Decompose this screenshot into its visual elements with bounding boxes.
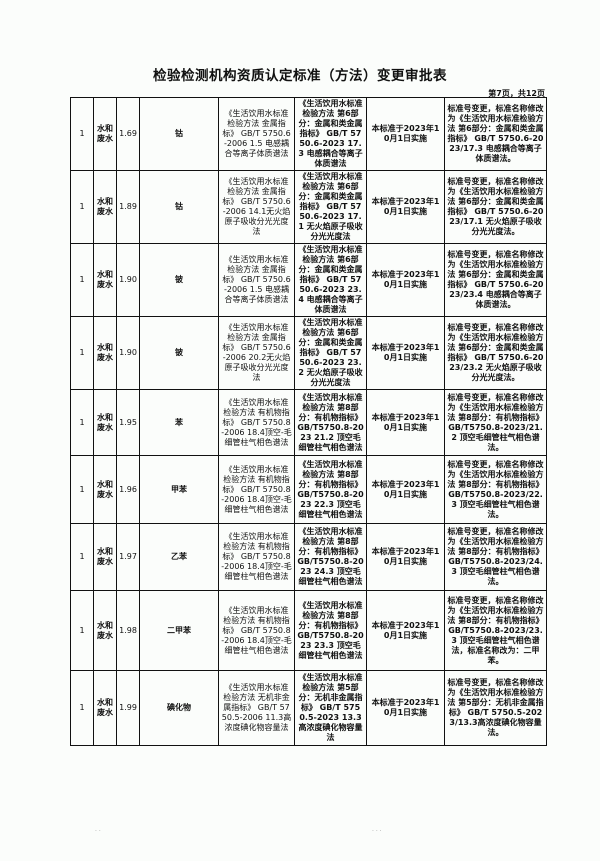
number-cell: 1.90 [116, 243, 140, 317]
category-cell: 水和废水 [93, 316, 117, 390]
footer-mark: · · [95, 828, 101, 835]
table-row: 1 水和废水 1.98 二甲苯 《生活饮用水标准检验方法 有机物指标》 GB/T 575… [70, 590, 547, 671]
seq-cell: 1 [70, 243, 94, 317]
item-cell: 甲苯 [139, 455, 219, 524]
item-cell: 钴 [139, 170, 219, 244]
item-cell: 铍 [139, 243, 219, 317]
new-standard-cell: 《生活饮用水标准检验方法 第6部分：金属和类金属指标》 GB/T 5750.6-… [294, 316, 367, 390]
seq-cell: 1 [70, 97, 94, 171]
new-standard-cell: 《生活饮用水标准检验方法 第6部分：金属和类金属指标》 GB/T 5750.6-… [294, 170, 367, 244]
number-cell: 1.96 [116, 455, 140, 524]
table-row: 1 水和废水 1.90 铍《生活饮用水标准检验方法 金属指标》 GB/T 5750.6… [70, 243, 547, 317]
seq-cell: 1 [70, 670, 94, 746]
category-cell: 水和废水 [93, 170, 117, 244]
implementation-cell: 本标准于2023年10月1日实施 [366, 170, 445, 244]
table-row: 1 水和废水 1.69 钴《生活饮用水标准检验方法 金属指标》 GB/T 5750.6… [70, 97, 547, 171]
number-cell: 1.99 [116, 670, 140, 746]
remark-cell: 标准号变更，标准名称修改为《生活饮用水标准检验方法 第6部分：金属和类金属指标》… [444, 170, 547, 244]
category-cell: 水和废水 [93, 97, 117, 171]
remark-cell: 标准号变更，标准名称修改为《生活饮用水标准检验方法 第5部分：无机非金属指标》 … [444, 670, 547, 746]
new-standard-cell: 《生活饮用水标准检验方法 第8部分：有机物指标》 GB/T5750.8-2023… [294, 389, 367, 456]
remark-cell: 标准号变更，标准名称修改为《生活饮用水标准检验方法 第8部分：有机物指标》 GB… [444, 590, 547, 671]
item-cell: 碘化物 [139, 670, 219, 746]
footer-mark: · · · [372, 828, 382, 835]
table-row: 1 水和废水 1.96 甲苯 《生活饮用水标准检验方法 有机物指标》 GB/T 5750… [70, 455, 547, 524]
remark-cell: 标准号变更，标准名称修改为《生活饮用水标准检验方法 第8部分：有机物指标》 GB… [444, 389, 547, 456]
item-cell: 铍 [139, 316, 219, 390]
implementation-cell: 本标准于2023年10月1日实施 [366, 316, 445, 390]
remark-cell: 标准号变更，标准名称修改为《生活饮用水标准检验方法 第8部分：有机物指标》 GB… [444, 455, 547, 524]
category-cell: 水和废水 [93, 455, 117, 524]
seq-cell: 1 [70, 455, 94, 524]
implementation-cell: 本标准于2023年10月1日实施 [366, 455, 445, 524]
page-indicator: 第7页，共12页 [488, 89, 545, 98]
new-standard-cell: 《生活饮用水标准检验方法 第8部分：有机物指标》 GB/T5750.8-2023… [294, 590, 367, 671]
old-standard-cell: 《生活饮用水标准检验方法 有机物指标》 GB/T 5750.8-2006 18.… [218, 455, 295, 524]
number-cell: 1.95 [116, 389, 140, 456]
item-cell: 二甲苯 [139, 590, 219, 671]
item-cell: 钴 [139, 97, 219, 171]
number-cell: 1.90 [116, 316, 140, 390]
number-cell: 1.97 [116, 523, 140, 591]
implementation-cell: 本标准于2023年10月1日实施 [366, 590, 445, 671]
table-row: 1 水和废水 1.97 乙苯 《生活饮用水标准检验方法 有机物指标》 GB/T 5750… [70, 523, 547, 591]
old-standard-cell: 《生活饮用水标准检验方法 金属指标》 GB/T 5750.6-2006 1.5 … [218, 97, 295, 171]
new-standard-cell: 《生活饮用水标准检验方法 第5部分：无机非金属指标》 GB/T 5750.5-2… [294, 670, 367, 746]
item-cell: 乙苯 [139, 523, 219, 591]
remark-cell: 标准号变更，标准名称修改为《生活饮用水标准检验方法 第6部分：金属和类金属指标》… [444, 97, 547, 171]
category-cell: 水和废水 [93, 590, 117, 671]
old-standard-cell: 《生活饮用水标准检验方法 有机物指标》 GB/T 5750.8-2006 18.… [218, 523, 295, 591]
new-standard-cell: 《生活饮用水标准检验方法 第6部分：金属和类金属指标》 GB/T 5750.6-… [294, 243, 367, 317]
seq-cell: 1 [70, 590, 94, 671]
table-row: 1 水和废水 1.95 苯《生活饮用水标准检验方法 有机物指标》 GB/T 5750.… [70, 389, 547, 456]
table-row: 1 水和废水 1.99 碘化物 《生活饮用水标准检验方法 无机非金属指标》 GB/T 5… [70, 670, 547, 746]
number-cell: 1.98 [116, 590, 140, 671]
new-standard-cell: 《生活饮用水标准检验方法 第8部分：有机物指标》 GB/T5750.8-2023… [294, 455, 367, 524]
remark-cell: 标准号变更，标准名称修改为《生活饮用水标准检验方法 第6部分：金属和类金属指标》… [444, 316, 547, 390]
number-cell: 1.69 [116, 97, 140, 171]
seq-cell: 1 [70, 523, 94, 591]
implementation-cell: 本标准于2023年10月1日实施 [366, 523, 445, 591]
table-row: 1 水和废水 1.90 铍《生活饮用水标准检验方法 金属指标》 GB/T 5750.6… [70, 316, 547, 390]
approval-table: 1 水和废水 1.69 钴《生活饮用水标准检验方法 金属指标》 GB/T 5750.6… [70, 97, 547, 746]
old-standard-cell: 《生活饮用水标准检验方法 金属指标》 GB/T 5750.6-2006 20.2… [218, 316, 295, 390]
new-standard-cell: 《生活饮用水标准检验方法 第8部分：有机物指标》 GB/T5750.8-2023… [294, 523, 367, 591]
implementation-cell: 本标准于2023年10月1日实施 [366, 670, 445, 746]
old-standard-cell: 《生活饮用水标准检验方法 无机非金属指标》 GB/T 5750.5-2006 1… [218, 670, 295, 746]
number-cell: 1.89 [116, 170, 140, 244]
implementation-cell: 本标准于2023年10月1日实施 [366, 389, 445, 456]
seq-cell: 1 [70, 170, 94, 244]
seq-cell: 1 [70, 316, 94, 390]
category-cell: 水和废水 [93, 670, 117, 746]
category-cell: 水和废水 [93, 389, 117, 456]
old-standard-cell: 《生活饮用水标准检验方法 有机物指标》 GB/T 5750.8-2006 18.… [218, 590, 295, 671]
table-row: 1 水和废水 1.89 钴《生活饮用水标准检验方法 金属指标》 GB/T 5750.6… [70, 170, 547, 244]
implementation-cell: 本标准于2023年10月1日实施 [366, 243, 445, 317]
item-cell: 苯 [139, 389, 219, 456]
remark-cell: 标准号变更，标准名称修改为《生活饮用水标准检验方法 第6部分：金属和类金属指标》… [444, 243, 547, 317]
category-cell: 水和废水 [93, 243, 117, 317]
remark-cell: 标准号变更，标准名称修改为《生活饮用水标准检验方法 第8部分：有机物指标》 GB… [444, 523, 547, 591]
page-title: 检验检测机构资质认定标准（方法）变更审批表 [153, 68, 447, 84]
category-cell: 水和废水 [93, 523, 117, 591]
implementation-cell: 本标准于2023年10月1日实施 [366, 97, 445, 171]
old-standard-cell: 《生活饮用水标准检验方法 有机物指标》 GB/T 5750.8-2006 18.… [218, 389, 295, 456]
old-standard-cell: 《生活饮用水标准检验方法 金属指标》 GB/T 5750.6-2006 14.1… [218, 170, 295, 244]
seq-cell: 1 [70, 389, 94, 456]
old-standard-cell: 《生活饮用水标准检验方法 金属指标》 GB/T 5750.6-2006 1.5 … [218, 243, 295, 317]
new-standard-cell: 《生活饮用水标准检验方法 第6部分：金属和类金属指标》 GB/T 5750.6-… [294, 97, 367, 171]
